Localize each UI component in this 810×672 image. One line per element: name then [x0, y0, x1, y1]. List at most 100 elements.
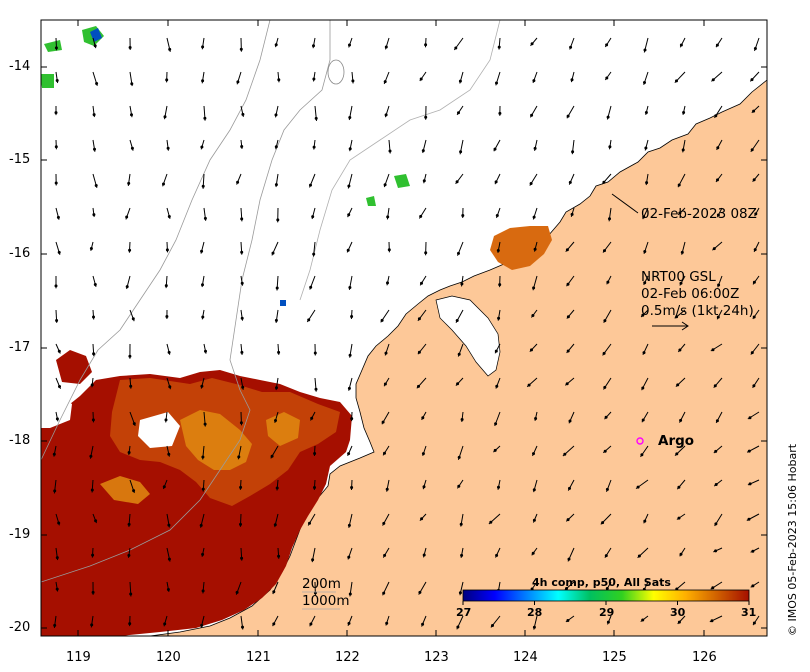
current-arrow-head — [201, 79, 205, 83]
current-arrow-head — [277, 554, 281, 558]
current-arrow-head — [130, 113, 133, 117]
current-arrow-head — [489, 520, 493, 524]
current-arrow-head — [55, 556, 59, 560]
current-arrow-head — [679, 43, 683, 47]
current-arrow-head — [712, 247, 716, 251]
current-arrow-head — [53, 623, 57, 627]
current-arrow-head — [312, 252, 316, 256]
current-arrow-head — [351, 79, 355, 83]
current-arrow-head — [716, 178, 719, 182]
argo-marker — [636, 437, 644, 445]
current-arrow-head — [645, 181, 649, 185]
current-arrow-head — [386, 215, 390, 219]
current-arrow-head — [348, 286, 352, 289]
current-arrow-head — [530, 42, 534, 46]
current-arrow-head — [424, 251, 428, 255]
current-arrow-head — [92, 113, 96, 117]
current-arrow-head — [677, 620, 681, 624]
current-arrow-head — [200, 145, 204, 149]
current-arrow-head — [604, 554, 608, 558]
current-arrow-head — [54, 145, 58, 149]
current-arrow-head — [571, 150, 575, 154]
current-arrow-head — [566, 518, 570, 522]
current-arrow-head — [606, 115, 610, 119]
current-arrow-head — [91, 553, 95, 557]
current-arrow-head — [308, 521, 311, 525]
current-arrow-head — [418, 590, 422, 594]
current-arrow-head — [422, 179, 426, 183]
current-arrow-head — [384, 113, 388, 117]
current-arrow-head — [274, 419, 277, 422]
current-arrow-head — [568, 180, 572, 184]
current-arrow-head — [532, 625, 536, 629]
current-arrow-head — [458, 591, 462, 595]
argo-label: Argo — [658, 433, 695, 449]
current-arrow-head — [711, 78, 715, 82]
current-arrow-head — [347, 555, 351, 559]
current-arrow-head — [532, 215, 536, 219]
current-arrow-head — [52, 452, 56, 456]
current-arrow-head — [166, 588, 170, 591]
current-arrow-head — [421, 622, 425, 626]
contour-outer — [299, 20, 501, 301]
current-arrow-head — [568, 486, 571, 490]
current-arrow-head — [605, 487, 609, 491]
current-arrow-head — [167, 452, 171, 456]
current-arrow-head — [679, 418, 683, 422]
current-arrow-head — [713, 384, 717, 388]
current-arrow-head — [240, 350, 244, 354]
current-arrow-head — [347, 386, 351, 390]
current-arrow-head — [640, 453, 644, 457]
current-arrow-head — [125, 285, 129, 289]
current-arrow-head — [643, 48, 647, 52]
current-arrow-head — [494, 349, 498, 353]
current-arrow-head — [91, 418, 95, 422]
scale-arrow — [652, 321, 689, 331]
current-arrow-head — [388, 149, 392, 153]
current-arrow-head — [57, 349, 61, 353]
current-arrow-head — [277, 78, 281, 82]
current-arrow-head — [381, 420, 385, 424]
current-arrow-head — [128, 248, 132, 252]
current-arrow-head — [494, 180, 498, 184]
current-arrow-head — [167, 523, 171, 527]
inlet — [435, 295, 501, 377]
current-arrow-head — [384, 45, 388, 49]
current-arrow-head — [94, 184, 98, 187]
current-arrow-head — [165, 248, 169, 252]
current-arrow-head — [239, 522, 242, 526]
current-arrow-head — [272, 622, 276, 626]
current-arrow-head — [752, 315, 756, 319]
current-arrow-head — [347, 452, 351, 456]
current-arrow-head — [277, 350, 281, 354]
current-arrow-head — [239, 485, 243, 489]
timestamp-pointer — [611, 193, 639, 214]
current-arrow-head — [241, 625, 244, 629]
current-arrow-head — [55, 79, 59, 82]
map-frame — [40, 19, 768, 637]
current-arrow-head — [424, 43, 428, 47]
current-arrow-head — [716, 146, 720, 150]
current-arrow-head — [491, 624, 494, 627]
lon-label: 121 — [246, 650, 271, 665]
current-arrow-head — [129, 384, 133, 388]
current-arrow-head — [203, 216, 207, 220]
current-arrow-head — [678, 348, 682, 352]
current-arrow-head — [167, 215, 171, 218]
current-arrow-head — [383, 183, 387, 187]
current-arrow-head — [94, 519, 98, 523]
current-arrow-head — [384, 351, 388, 355]
current-arrow-head — [495, 384, 499, 388]
current-arrow-head — [92, 352, 96, 356]
current-arrow-head — [274, 145, 278, 149]
current-arrow-head — [237, 455, 241, 459]
current-arrow-head — [643, 519, 647, 523]
current-arrow-head — [602, 351, 606, 355]
current-arrow-head — [532, 79, 536, 83]
current-arrow-head — [459, 522, 463, 526]
current-arrow-head — [383, 553, 387, 557]
current-arrow-head — [275, 286, 279, 290]
current-arrow-head — [569, 45, 573, 49]
lon-label: 126 — [692, 650, 717, 665]
current-arrow-head — [531, 314, 535, 317]
